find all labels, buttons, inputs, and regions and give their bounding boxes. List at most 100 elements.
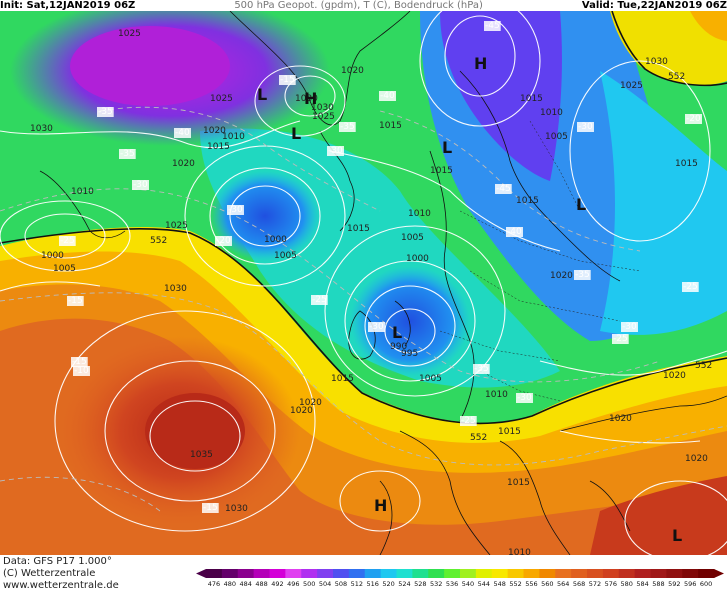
- valid-time: Valid: Tue,22JAN2019 06Z: [581, 0, 727, 11]
- colorbar-tick-label: 492: [271, 580, 283, 588]
- pressure-label: 1000: [41, 251, 64, 261]
- temperature-label-box: [227, 205, 244, 215]
- field-cyan-east: [600, 71, 727, 335]
- temperature-label: -15: [203, 503, 218, 513]
- colorbar-swatch: [269, 569, 286, 578]
- isobars: [0, 11, 727, 555]
- high-center: H: [474, 54, 487, 73]
- pressure-label: 1030: [225, 504, 248, 514]
- colorbar-swatch: [348, 569, 366, 578]
- colorbar-tick-label: 552: [509, 580, 521, 588]
- colorbar-tick-label: 500: [303, 580, 315, 588]
- colorbar-swatch: [682, 569, 699, 578]
- temperature-label: -30: [228, 205, 243, 215]
- colorbar-tick-label: 516: [366, 580, 378, 588]
- colorbar-swatch: [380, 569, 397, 578]
- colorbar-swatch: [634, 569, 651, 578]
- temperature-label: -35: [98, 107, 113, 117]
- colorbar-tick-label: 592: [668, 580, 680, 588]
- colorbar-tick-label: 588: [652, 580, 664, 588]
- colorbar-swatch: [460, 569, 477, 578]
- temperature-label-box: [73, 366, 90, 376]
- field-purple-core: [70, 26, 230, 106]
- pressure-label: 1020: [203, 126, 226, 136]
- temperature-label-box: [484, 21, 501, 31]
- temperature-label-box: [577, 122, 594, 132]
- contour-label: 552: [668, 72, 685, 82]
- pressure-label: 1035: [190, 450, 213, 460]
- colorbar-tick-label: 576: [605, 580, 617, 588]
- contour-label: 552: [150, 236, 167, 246]
- field-low-west: [210, 171, 320, 261]
- temperature-label-box: [460, 416, 477, 426]
- colorbar-swatch: [237, 569, 255, 578]
- copyright: (C) Wetterzentrale: [3, 568, 96, 579]
- colorbar-swatch: [571, 569, 588, 578]
- pressure-label: 1025: [118, 29, 141, 39]
- pressure-label: 1030: [311, 103, 334, 113]
- temperature-label-box: [202, 503, 219, 513]
- data-source: Data: GFS P17 1.000°: [3, 556, 112, 567]
- colorbar-tick-label: 524: [398, 580, 410, 588]
- weather-map: 1025 1030 1020 1010 1015 1030 1025 1030 …: [0, 11, 727, 555]
- pressure-centers: H L H L L H L L L H L H L: [257, 54, 682, 545]
- pressure-label: 1000: [264, 235, 287, 245]
- field-low-central: [350, 266, 470, 376]
- temperature-label: -25: [461, 416, 476, 426]
- pressure-label: 1030: [164, 284, 187, 294]
- colorbar-tick-label: 480: [224, 580, 236, 588]
- colorbar-swatch: [475, 569, 493, 578]
- low-center: L: [291, 124, 301, 143]
- colorbar-swatch: [618, 569, 636, 578]
- colorbar-swatch: [698, 569, 715, 578]
- pressure-label: 1010: [222, 132, 245, 142]
- temperature-label: -25: [683, 282, 698, 292]
- temperature-label: -20: [686, 114, 701, 124]
- colorbar-tick-label: 600: [700, 580, 712, 588]
- temperature-label: -45: [496, 184, 511, 194]
- temperature-label: -15: [68, 296, 83, 306]
- temperature-label: -20: [216, 236, 231, 246]
- colorbar-swatch: [253, 569, 270, 578]
- colorbar-swatch: [396, 569, 413, 578]
- contour-labels: 552 552 552 552: [150, 72, 712, 443]
- temperature-label: -25: [312, 295, 327, 305]
- pressure-label: 1025: [312, 112, 335, 122]
- temperature-label-box: [174, 128, 191, 138]
- website-url: www.wetterzentrale.de: [3, 580, 119, 591]
- temperature-label: -35: [340, 122, 355, 132]
- pressure-label: 1015: [379, 121, 402, 131]
- pressure-label: 1005: [419, 374, 442, 384]
- colorbar-tick-label: 536: [446, 580, 458, 588]
- temperature-label-box: [368, 322, 385, 332]
- colorbar-tick-label: 572: [589, 580, 601, 588]
- pressure-label: 1015: [347, 224, 370, 234]
- temperature-label-box: [279, 75, 296, 85]
- pressure-label: 1020: [299, 398, 322, 408]
- colorbar-swatch: [412, 569, 429, 578]
- temperature-label-box: [59, 236, 76, 246]
- colorbar-swatch: [333, 569, 350, 578]
- temperature-label-box: [685, 114, 702, 124]
- pressure-label: 1010: [408, 209, 431, 219]
- colorbar-tick-label: 520: [382, 580, 394, 588]
- colorbar-tick-label: 596: [684, 580, 696, 588]
- pressure-label: 1015: [507, 478, 530, 488]
- colorbar-tick-label: 560: [541, 580, 553, 588]
- pressure-label: 1015: [675, 159, 698, 169]
- low-center: L: [672, 526, 682, 545]
- colorbar-tick-label: 564: [557, 580, 569, 588]
- colorbar-swatch: [602, 569, 620, 578]
- colorbar-tick-label: 532: [430, 580, 442, 588]
- temperature-label-box: [132, 180, 149, 190]
- temperature-label: -15: [72, 357, 87, 367]
- temperature-label-box: [67, 296, 84, 306]
- pressure-label: 1020: [663, 371, 686, 381]
- colorbar-swatch: [428, 569, 445, 578]
- pressure-label: 1020: [685, 454, 708, 464]
- temperature-label-box: [119, 149, 136, 159]
- temperature-label: -25: [613, 334, 628, 344]
- temperature-label: -30: [578, 122, 593, 132]
- map-header: Init: Sat,12JAN2019 06Z 500 hPa Geopot. …: [0, 0, 727, 11]
- pressure-label: 1005: [274, 251, 297, 261]
